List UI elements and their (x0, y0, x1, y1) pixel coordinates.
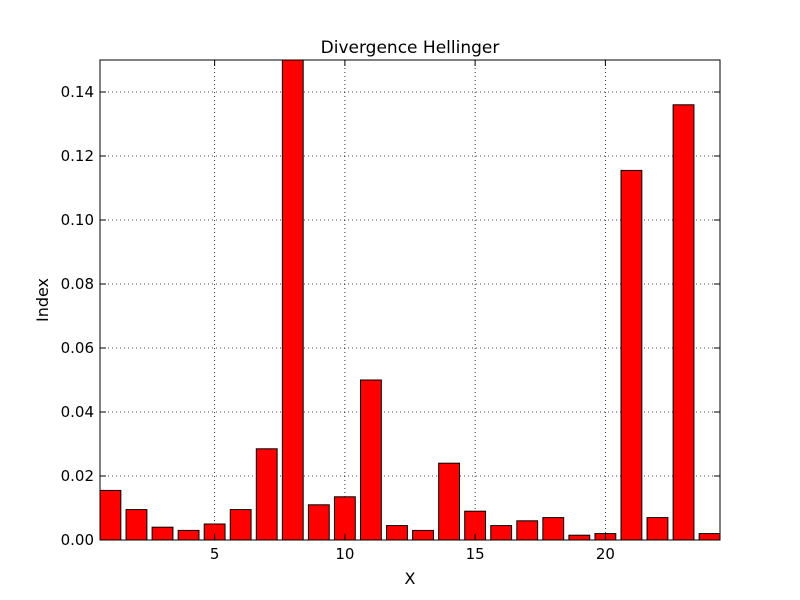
y-tick-label: 0.04 (61, 403, 94, 421)
x-tick-label: 10 (335, 545, 354, 563)
x-tick-label: 5 (210, 545, 220, 563)
y-axis-ticks: 0.00 0.02 0.04 0.06 0.08 0.10 0.12 0.14 (61, 83, 720, 549)
plot-frame (99, 59, 721, 541)
x-tick-label: 15 (466, 545, 485, 563)
y-tick-label: 0.12 (61, 147, 94, 165)
bar-15 (464, 510, 487, 540)
bar-series (100, 60, 720, 540)
bar-14 (438, 462, 460, 540)
chart-title: Divergence Hellinger (321, 38, 500, 58)
bar-19 (568, 534, 591, 540)
bar-3 (151, 526, 174, 540)
bars (100, 60, 720, 540)
bar-21 (620, 169, 643, 540)
bar-16 (490, 525, 513, 540)
y-tick-label: 0.00 (61, 531, 94, 549)
bar-13 (412, 529, 434, 540)
x-axis-ticks: 5 10 15 20 (210, 60, 615, 563)
y-tick-label: 0.02 (61, 467, 94, 485)
bar-1 (100, 489, 122, 540)
bar-9 (307, 504, 330, 540)
bar-10 (333, 496, 356, 540)
bar-4 (177, 529, 200, 540)
y-tick-label: 0.10 (61, 211, 94, 229)
bar-2 (125, 509, 148, 540)
y-axis-label: Index (33, 278, 52, 322)
bar-17 (516, 520, 539, 540)
bar-12 (386, 525, 408, 540)
bar-7 (255, 448, 278, 540)
bar-24 (698, 533, 720, 540)
y-tick-label: 0.08 (61, 275, 94, 293)
y-tick-label: 0.06 (61, 339, 94, 357)
x-axis-label: X (405, 569, 416, 588)
bar-8 (281, 60, 304, 540)
bar-11 (360, 379, 382, 540)
bar-18 (542, 517, 565, 540)
y-tick-label: 0.14 (61, 83, 94, 101)
x-tick-label: 20 (596, 545, 615, 563)
bar-23 (672, 104, 695, 540)
bar-6 (229, 509, 252, 540)
bar-5 (203, 523, 226, 540)
bar-22 (646, 517, 669, 540)
grid (100, 60, 720, 541)
